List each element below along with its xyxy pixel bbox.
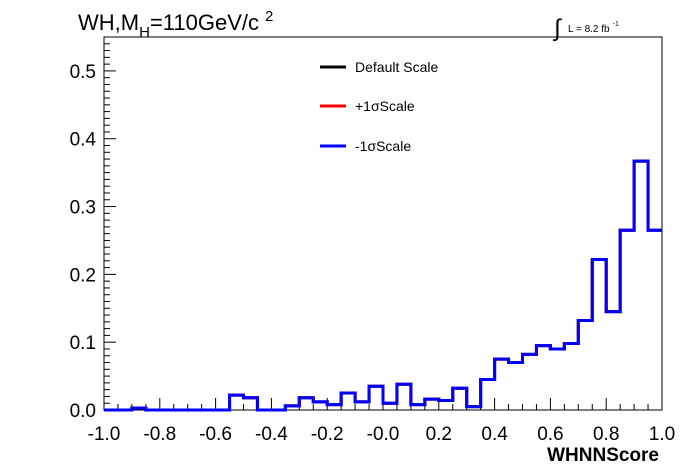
x-axis: -1.0 -0.8 -0.6 -0.4 -0.2 -0.0 0.2 0.4 0.6 0.8 1.0 — [88, 398, 675, 445]
y-tick-label: 0.2 — [70, 265, 96, 286]
x-tick-label: 0.4 — [481, 424, 508, 445]
x-tick-label: -1.0 — [88, 424, 121, 445]
legend: Default Scale +1σScale -1σScale — [320, 59, 438, 154]
y-tick-label: 0.4 — [70, 130, 97, 151]
y-tick-label: 0.3 — [70, 198, 96, 219]
x-axis-title: WHNNScore — [547, 445, 659, 466]
lumi-integral-symbol: ∫ — [552, 15, 562, 42]
chart-title-subscript: H — [139, 24, 150, 41]
x-tick-label: 0.8 — [593, 424, 619, 445]
x-tick-label: -0.8 — [143, 424, 176, 445]
legend-label-default: Default Scale — [355, 59, 438, 75]
chart-title: WH,MH=110GeV/c 2 — [78, 8, 273, 41]
lumi-label: L = 8.2 fb -1 — [568, 21, 619, 35]
x-tick-label: -0.0 — [367, 424, 400, 445]
series-layer — [104, 159, 662, 412]
series-line-2 — [104, 159, 662, 412]
y-tick-label: 0.0 — [70, 401, 96, 422]
lumi-text: L = 8.2 fb — [568, 24, 610, 35]
legend-label-minus1sigma: -1σScale — [355, 138, 411, 154]
chart-title-superscript: 2 — [265, 8, 273, 25]
x-tick-label: -0.6 — [199, 424, 232, 445]
x-tick-label: 1.0 — [649, 424, 675, 445]
legend-label-plus1sigma: +1σScale — [355, 98, 415, 114]
lumi-superscript: -1 — [613, 21, 619, 28]
y-axis: 0.0 0.1 0.2 0.3 0.4 0.5 — [70, 36, 116, 422]
chart-title-main: WH,M — [78, 10, 139, 35]
x-tick-label: 0.6 — [537, 424, 563, 445]
x-tick-label: -0.2 — [311, 424, 344, 445]
chart-title-rest: =110GeV/c — [150, 10, 259, 35]
x-tick-label: -0.4 — [255, 424, 288, 445]
y-tick-label: 0.1 — [70, 333, 96, 354]
series-line-0 — [104, 159, 662, 412]
y-tick-label: 0.5 — [70, 62, 96, 83]
plot-frame — [103, 36, 663, 411]
series-line-1 — [104, 159, 662, 412]
x-tick-label: 0.2 — [426, 424, 452, 445]
